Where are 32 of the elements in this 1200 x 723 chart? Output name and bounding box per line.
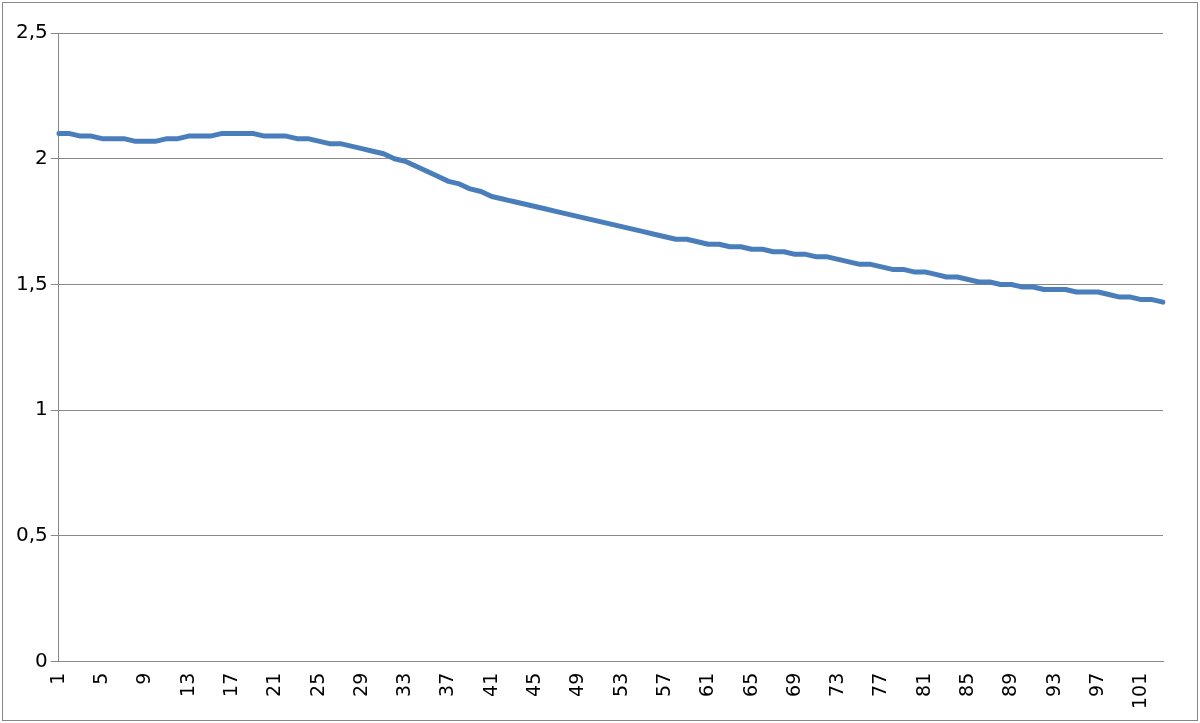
x-tick-label: 37 (435, 672, 458, 697)
x-tick-label: 17 (218, 672, 241, 697)
x-tick-label: 73 (825, 672, 848, 697)
x-tick-label: 25 (305, 672, 328, 697)
x-tick-label: 93 (1041, 672, 1064, 697)
x-tick-label: 49 (565, 672, 588, 697)
y-tick-label: 1 (35, 396, 48, 421)
x-tick-label: 9 (132, 672, 155, 685)
x-tick-label: 89 (998, 672, 1021, 697)
x-tick-label: 61 (695, 672, 718, 697)
y-tick-label: 0,5 (15, 522, 48, 547)
y-tick-label: 2 (35, 144, 48, 169)
y-tick-label: 0 (35, 647, 48, 672)
x-tick-label: 65 (738, 672, 761, 697)
x-tick-label: 101 (1128, 672, 1151, 709)
x-tick-label: 33 (392, 672, 415, 697)
x-tick-label: 1 (45, 672, 68, 685)
x-tick-label: 69 (781, 672, 804, 697)
x-tick-label: 85 (955, 672, 978, 697)
x-tick-label: 53 (608, 672, 631, 697)
x-tick-label: 81 (911, 672, 934, 697)
x-tick-label: 41 (478, 672, 501, 697)
x-tick-label: 5 (89, 672, 112, 685)
y-tick-label: 1,5 (15, 270, 48, 295)
y-tick-label: 2,5 (15, 19, 48, 44)
x-tick-label: 29 (348, 672, 371, 697)
x-tick-label: 45 (522, 672, 545, 697)
x-tick-label: 57 (651, 672, 674, 697)
x-tick-label: 97 (1084, 672, 1107, 697)
x-tick-label: 77 (868, 672, 891, 697)
x-tick-label: 21 (262, 672, 285, 697)
x-tick-label: 13 (175, 672, 198, 697)
